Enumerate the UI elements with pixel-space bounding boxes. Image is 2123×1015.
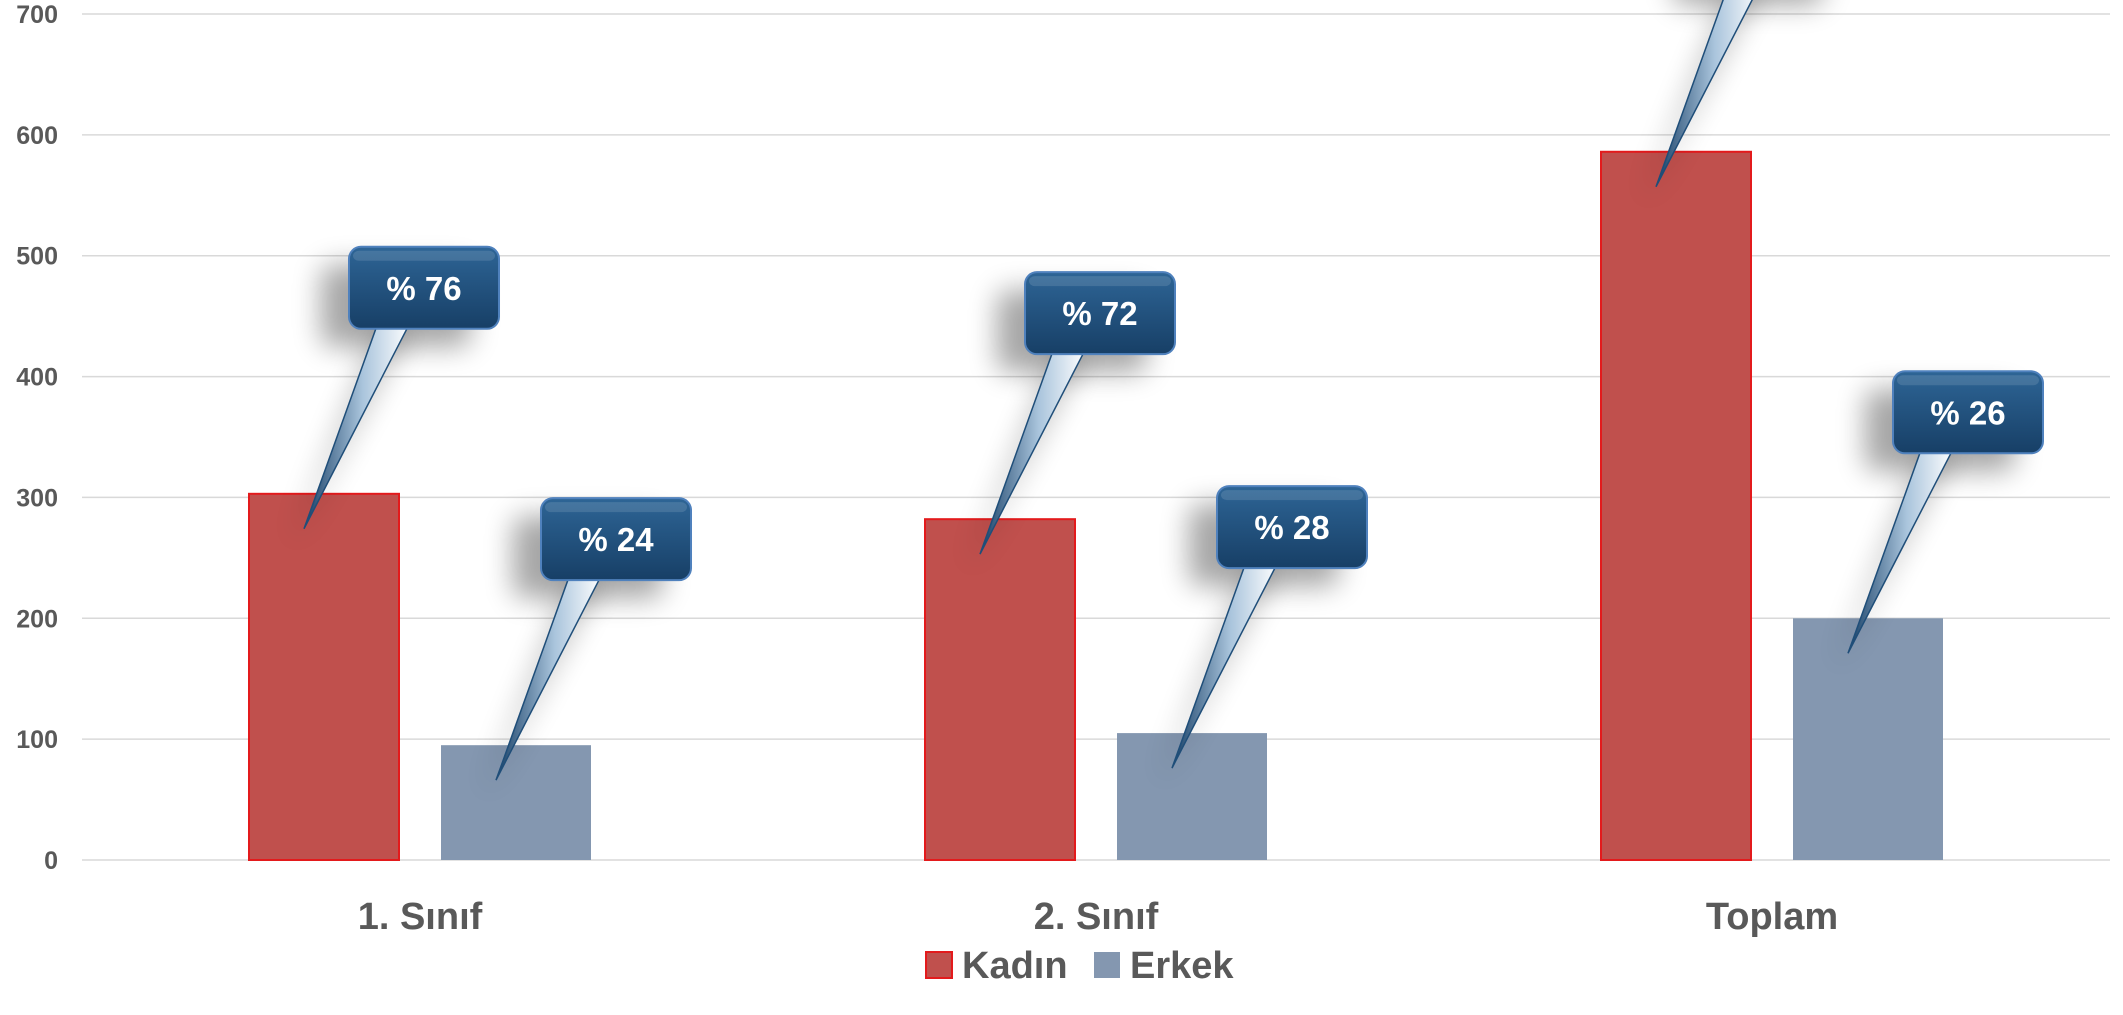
category-label: 2. Sınıf xyxy=(1034,896,1159,938)
data-label-callout: % 72 xyxy=(966,271,1176,573)
bar-erkek-2 xyxy=(1117,733,1267,860)
y-tick-label: 700 xyxy=(16,1,58,29)
bar-kadın-1 xyxy=(248,492,400,861)
data-labels: % 76 % 72 % 74 % 24 % 28 % 26 xyxy=(290,0,2044,799)
data-label: % 28 xyxy=(1254,509,1329,546)
bars xyxy=(248,150,1943,861)
callout-pointer xyxy=(1655,0,1753,188)
callout-box xyxy=(348,245,500,330)
legend: Kadın Erkek xyxy=(925,945,1234,987)
y-tick-label: 500 xyxy=(16,243,58,271)
data-label-callout: % 24 xyxy=(482,497,692,799)
y-tick-label: 400 xyxy=(16,364,58,392)
y-tick-label: 0 xyxy=(44,847,58,875)
x-axis: 1. Sınıf 2. Sınıf Toplam xyxy=(358,896,1838,938)
bar-erkek-1 xyxy=(441,745,591,860)
callout-highlight xyxy=(353,250,495,261)
callout-highlight xyxy=(1029,276,1171,287)
y-tick-label: 100 xyxy=(16,726,58,754)
category-label: 1. Sınıf xyxy=(358,896,483,938)
legend-swatch xyxy=(1094,952,1120,978)
bar-erkek-3 xyxy=(1793,618,1943,860)
callout-highlight xyxy=(1897,375,2039,386)
data-label: % 24 xyxy=(578,521,654,558)
legend-item-kadın: Kadın xyxy=(925,945,1068,987)
callout-box xyxy=(1024,271,1176,356)
data-label-callout: % 28 xyxy=(1158,485,1368,787)
callout-highlight xyxy=(1221,490,1363,501)
bar-kadın-3 xyxy=(1600,150,1752,861)
data-label: % 72 xyxy=(1062,295,1137,332)
callout-box xyxy=(1216,485,1368,570)
data-label: % 26 xyxy=(1930,394,2005,431)
legend-swatch xyxy=(925,951,953,979)
legend-item-erkek: Erkek xyxy=(1094,945,1234,987)
data-label-callout: % 74 xyxy=(1642,0,1821,205)
y-axis: 0 100 200 300 400 500 600 700 xyxy=(16,1,58,875)
y-tick-label: 200 xyxy=(16,605,58,633)
category-label: Toplam xyxy=(1706,896,1838,938)
legend-label: Erkek xyxy=(1130,945,1234,987)
legend-label: Kadın xyxy=(962,945,1068,987)
bar-kadın-2 xyxy=(924,518,1076,861)
y-tick-label: 300 xyxy=(16,484,58,512)
y-tick-label: 600 xyxy=(16,122,58,150)
data-label-callout: % 76 xyxy=(290,245,500,547)
callout-box xyxy=(1892,370,2044,455)
data-label-callout: % 26 xyxy=(1834,370,2044,672)
callout-box xyxy=(540,497,692,582)
data-label: % 76 xyxy=(386,270,461,307)
callout-highlight xyxy=(545,502,687,513)
